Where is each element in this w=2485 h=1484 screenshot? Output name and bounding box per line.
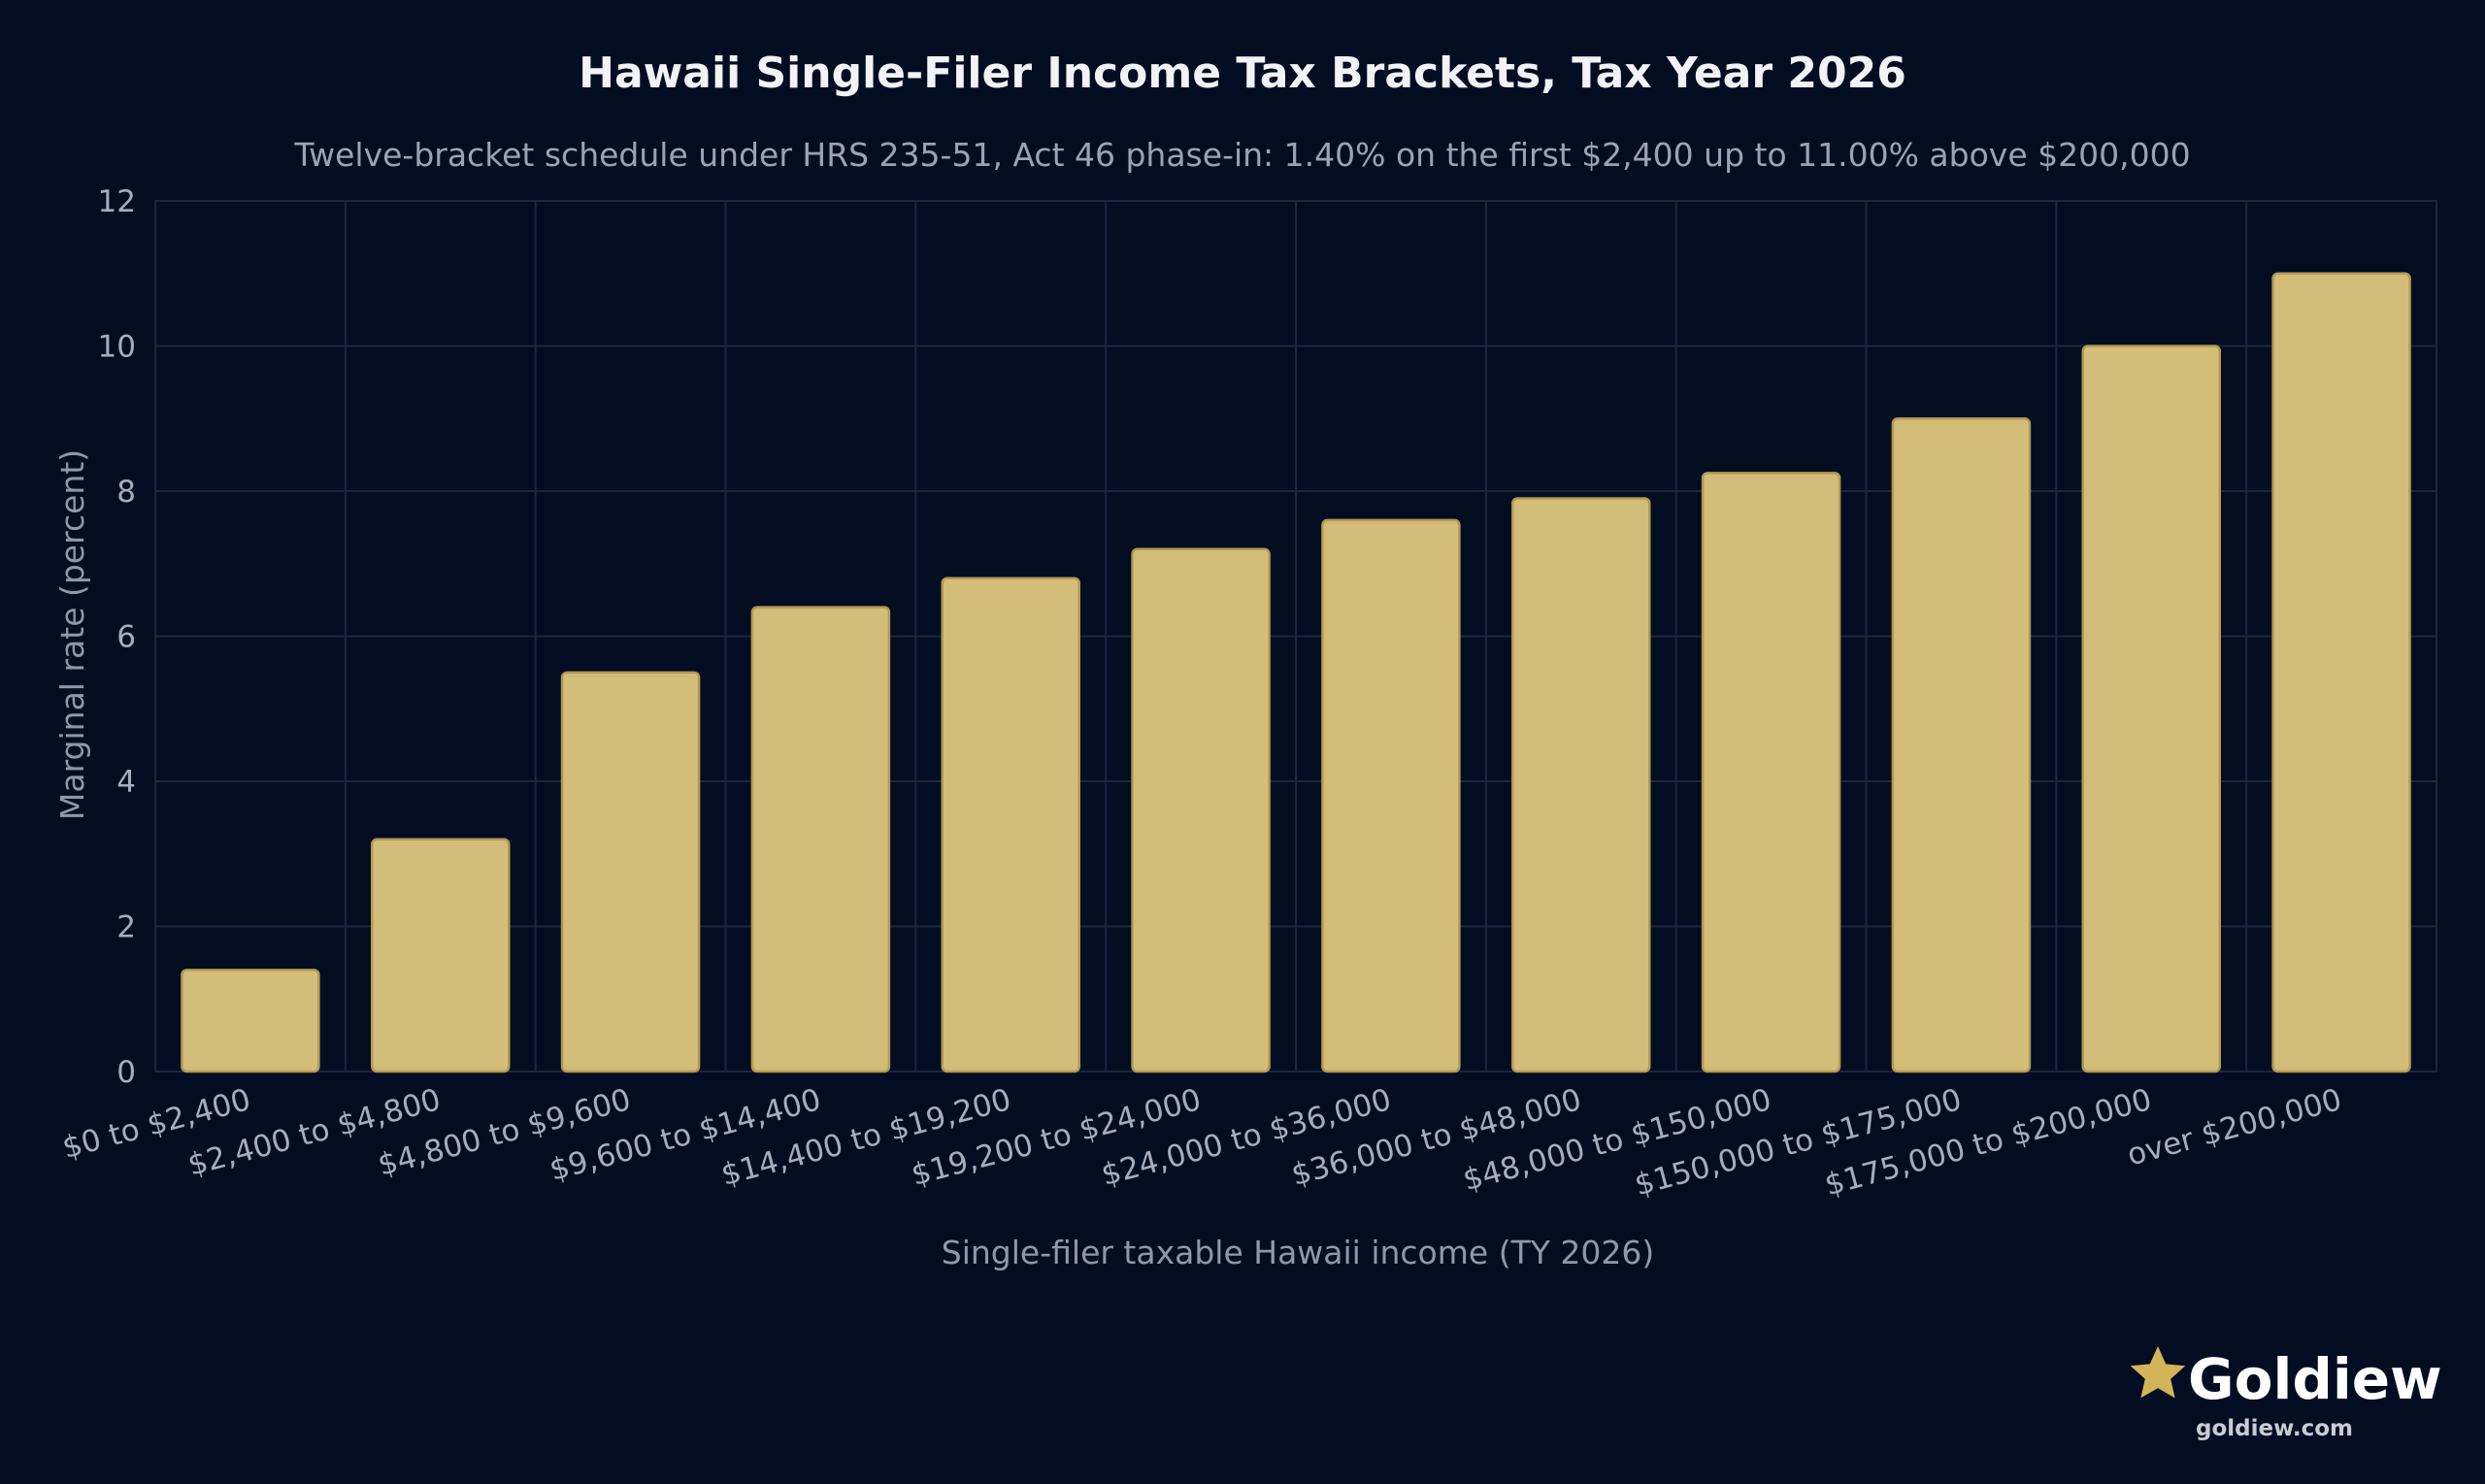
bar <box>2081 345 2221 1073</box>
chart-subtitle: Twelve-bracket schedule under HRS 235-51… <box>293 136 2190 174</box>
x-axis-label: Single-filer taxable Hawaii income (TY 2… <box>942 1234 1654 1271</box>
bar <box>941 577 1080 1073</box>
chart-title: Hawaii Single-Filer Income Tax Brackets,… <box>579 49 1906 98</box>
y-tick-label: 10 <box>98 330 136 365</box>
bar <box>750 606 891 1073</box>
bar <box>371 838 511 1073</box>
brand-url: goldiew.com <box>2196 1416 2353 1441</box>
y-axis-ticks: 0 2 4 6 8 10 12 <box>98 184 136 1090</box>
y-tick-label: 6 <box>116 620 136 655</box>
y-tick-label: 8 <box>116 475 136 510</box>
bar <box>560 671 701 1073</box>
y-axis-label: Marginal rate (percent) <box>53 449 91 820</box>
star-icon <box>2130 1346 2186 1399</box>
y-tick-label: 0 <box>116 1055 136 1090</box>
bar <box>1891 417 2032 1073</box>
bar <box>181 969 320 1073</box>
bar <box>1701 472 1841 1073</box>
x-tick-label: $48,000 to $150,000 <box>1460 1082 1775 1198</box>
grid <box>154 200 2437 1072</box>
x-tick-label: $150,000 to $175,000 <box>1631 1082 1965 1203</box>
bars <box>181 272 2411 1073</box>
brand-logo: Goldiew goldiew.com <box>2130 1346 2442 1441</box>
brand-name: Goldiew <box>2188 1346 2442 1412</box>
x-tick-label: $175,000 to $200,000 <box>1821 1082 2155 1203</box>
bar <box>1511 497 1651 1073</box>
y-tick-label: 4 <box>116 765 136 800</box>
x-axis-ticks: $0 to $2,400$2,400 to $4,800$4,800 to $9… <box>59 1082 2345 1203</box>
x-tick-label: over $200,000 <box>2124 1082 2345 1173</box>
bar <box>1131 547 1271 1073</box>
y-tick-label: 12 <box>98 184 136 219</box>
y-tick-label: 2 <box>116 910 136 945</box>
bar <box>2271 272 2411 1073</box>
bar <box>1321 518 1461 1073</box>
